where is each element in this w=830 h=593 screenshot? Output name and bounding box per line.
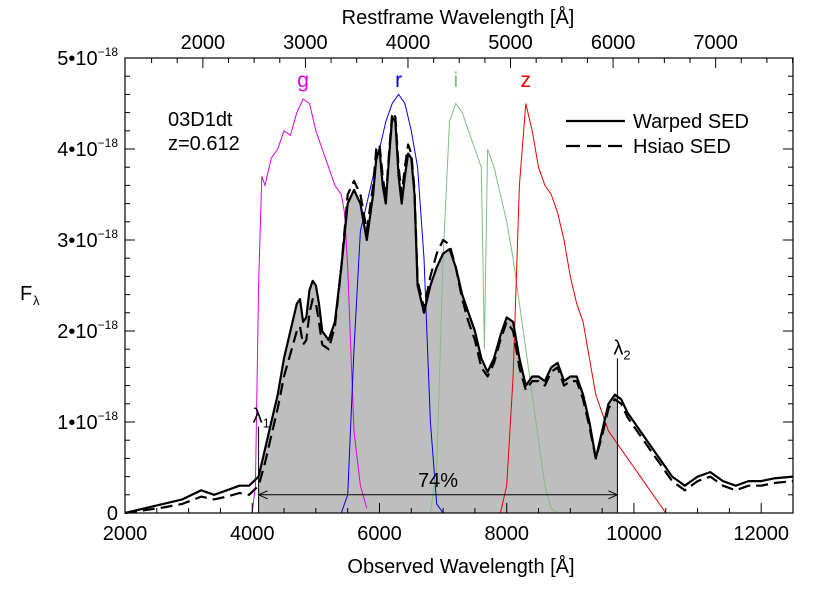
filter-label-i: i (453, 69, 458, 92)
series-line-warped-sed (124, 116, 794, 515)
top-tick-label: 7000 (693, 32, 738, 54)
range-arrow-head-right (608, 490, 619, 500)
y-axis-title: F λ (20, 283, 40, 308)
y-tick-label: 0 (107, 503, 118, 525)
y-tick-label: 5•10−18 (57, 45, 118, 70)
annotations: λ1 λ2 74% (253, 337, 631, 513)
lambda2-label: λ2 (613, 337, 630, 362)
legend: Warped SED Hsiao SED (566, 111, 749, 158)
top-tick-label: 6000 (591, 32, 636, 54)
x-tick-label: 8000 (484, 523, 529, 545)
x-tick-label: 4000 (230, 523, 275, 545)
y-axis-title-sub: λ (33, 293, 40, 308)
series-line-hsiao-sed (124, 111, 794, 515)
top-tick-label: 5000 (488, 32, 533, 54)
filter-curve-g (251, 98, 368, 514)
y-tick-label: 4•10−18 (57, 136, 118, 161)
x-tick-label: 6000 (357, 523, 402, 545)
range-arrow-head-left (257, 490, 268, 500)
top-axis-title: Restframe Wavelength [Å] (342, 6, 575, 29)
filter-curve-i (429, 102, 558, 514)
legend-label-warped-sed: Warped SED (633, 111, 749, 133)
filter-label-r: r (395, 69, 402, 92)
top-tick-label: 4000 (386, 32, 431, 54)
filter-label-z: z (521, 69, 532, 92)
object-name: 03D1dt (168, 109, 233, 131)
filter-curve-z (499, 103, 667, 514)
redshift-label: z=0.612 (168, 133, 240, 155)
sed-series (124, 111, 794, 515)
axis-ticks: 2000 4000 6000 8000 10000 12000 0 1•10−18 2•10−1… (57, 32, 794, 545)
x-tick-label: 2000 (103, 523, 148, 545)
x-axis-title: Observed Wavelength [Å] (347, 555, 574, 578)
integrated-area (258, 117, 618, 513)
lambda1-label: λ1 (253, 406, 270, 431)
top-tick-label: 3000 (283, 32, 328, 54)
y-tick-label: 1•10−18 (57, 409, 118, 434)
legend-label-hsiao-sed: Hsiao SED (633, 136, 731, 158)
y-tick-label: 2•10−18 (57, 318, 118, 343)
fraction-label: 74% (418, 470, 458, 492)
x-tick-label: 10000 (606, 523, 662, 545)
filter-label-g: g (297, 69, 309, 92)
x-tick-label: 12000 (733, 523, 789, 545)
y-tick-label: 3•10−18 (57, 227, 118, 252)
y-axis-title-main: F (20, 283, 32, 305)
top-tick-label: 2000 (181, 32, 226, 54)
integrated-flux-region (258, 117, 618, 513)
filter-curve-r (340, 93, 444, 514)
